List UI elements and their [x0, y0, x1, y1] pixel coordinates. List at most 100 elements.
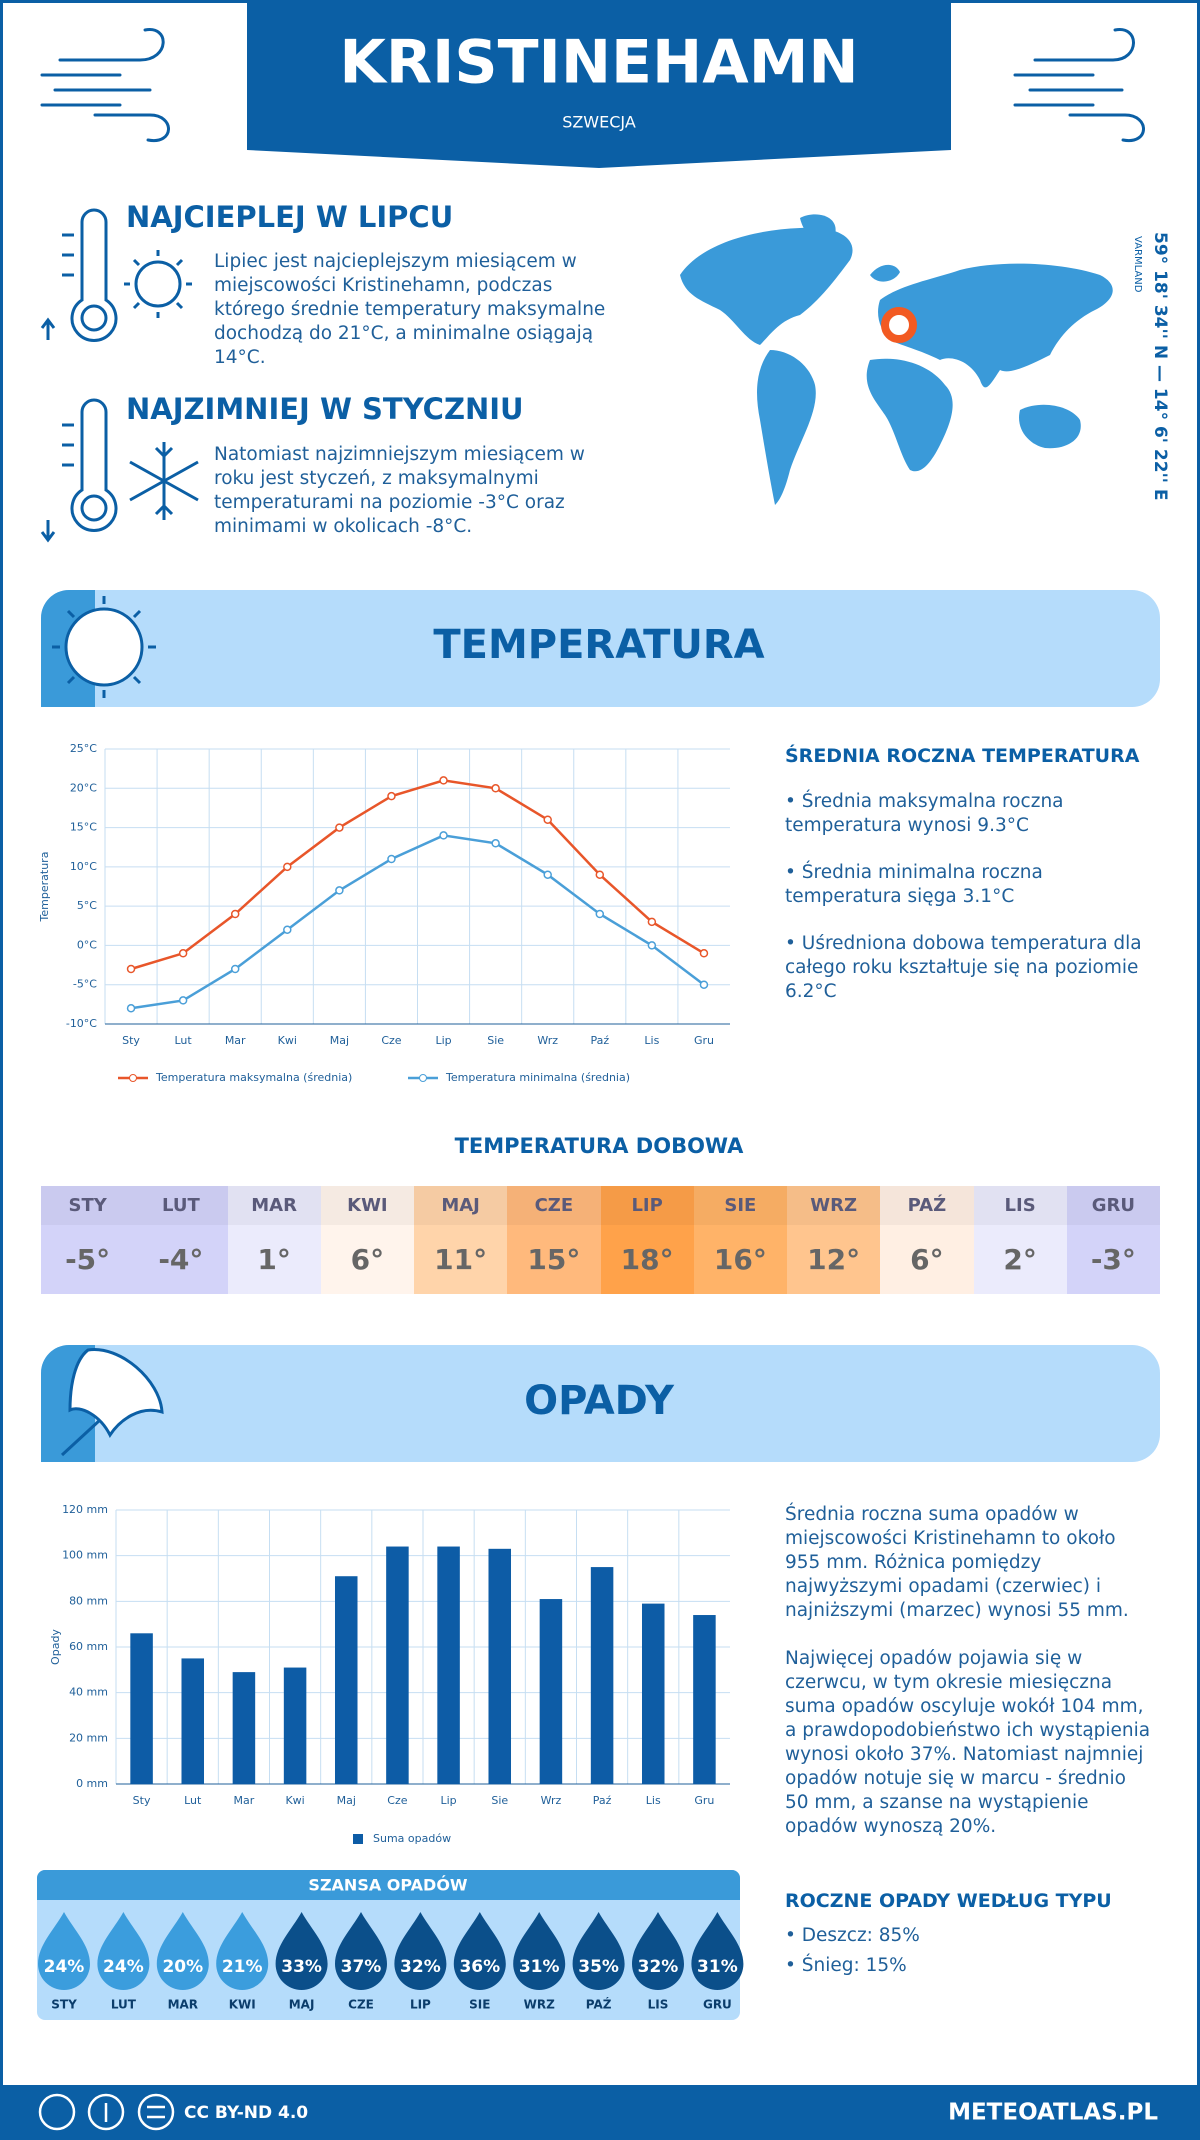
warmest-title: NAJCIEPLEJ W LIPCU — [126, 200, 454, 234]
summary-title: ŚREDNIA ROCZNA TEMPERATURA — [785, 745, 1140, 767]
bar — [437, 1546, 460, 1784]
bar — [590, 1567, 614, 1784]
chance-header — [37, 1870, 740, 1900]
site: METEOATLAS.PL — [948, 2100, 1158, 2126]
y-tick-label: 10°C — [70, 860, 97, 873]
x-tick-label: Maj — [330, 1034, 349, 1047]
line — [130, 834, 705, 1010]
daily-value: 11° — [414, 1225, 508, 1294]
rain-drop — [453, 1912, 506, 1991]
daily-value: -3° — [1066, 1225, 1160, 1294]
daily-value: 18° — [600, 1225, 694, 1294]
y-tick-label: 0 mm — [76, 1777, 108, 1790]
type-item: • Śnieg: 15% — [785, 1955, 907, 1976]
legend-label: Temperatura maksymalna (średnia) — [155, 1071, 352, 1084]
x-tick-label: Lip — [440, 1794, 456, 1807]
chance-value: 20% — [162, 1957, 203, 1977]
x-tick-label: Wrz — [541, 1794, 562, 1807]
bar — [641, 1603, 665, 1784]
x-tick-label: Lis — [646, 1794, 661, 1807]
section-title: OPADY — [524, 1378, 675, 1424]
point — [335, 823, 344, 832]
daily-header: WRZ — [787, 1186, 881, 1225]
bar — [386, 1546, 409, 1784]
x-tick-label: Lip — [435, 1034, 451, 1047]
point — [543, 870, 552, 879]
rain-drop — [691, 1912, 744, 1991]
chance-value: 32% — [400, 1957, 441, 1977]
chance-month: LIP — [410, 1998, 431, 2012]
chance-box — [37, 1870, 740, 2020]
x-tick-label: Sie — [487, 1034, 504, 1047]
rain-drop — [156, 1912, 209, 1991]
x-tick-label: Cze — [381, 1034, 401, 1047]
legend-swatch — [353, 1834, 363, 1844]
chance-month: SIE — [469, 1998, 490, 2012]
y-tick-label: 60 mm — [69, 1640, 108, 1653]
y-tick-label: 0°C — [77, 938, 97, 951]
point — [595, 909, 605, 919]
point — [647, 941, 657, 950]
footer-band — [0, 2085, 1200, 2140]
x-tick-label: Wrz — [537, 1034, 558, 1047]
daily-header: LUT — [134, 1186, 228, 1225]
point — [387, 854, 396, 864]
legend-swatch — [129, 1074, 137, 1082]
daily-value: 6° — [880, 1225, 974, 1294]
precip-text: Średnia roczna suma opadów w miejscowośc… — [785, 1504, 1129, 1621]
coldest-text: Natomiast najzimniejszym miesiącem w rok… — [214, 444, 585, 537]
wind-icon — [40, 28, 1145, 143]
chance-month: WRZ — [524, 1998, 555, 2012]
chance-month: MAR — [168, 1998, 198, 2012]
region: VARMLAND — [1132, 236, 1143, 293]
y-tick-label: 120 mm — [62, 1503, 108, 1516]
chance-month: CZE — [348, 1998, 374, 2012]
point — [178, 996, 188, 1005]
daily-header: SIE — [693, 1186, 787, 1225]
point — [283, 925, 292, 934]
point — [178, 949, 188, 958]
daily-header: CZE — [507, 1186, 601, 1225]
daily-value: 1° — [227, 1225, 321, 1294]
precip-text: Najwięcej opadów pojawia się w czerwcu, … — [785, 1648, 1151, 1837]
daily-value: -4° — [134, 1225, 228, 1294]
x-tick-label: Lis — [644, 1034, 659, 1047]
warmest-text: Lipiec jest najcieplejszym miesiącem w m… — [214, 251, 606, 368]
y-tick-label: 100 mm — [62, 1549, 108, 1562]
daily-value: 16° — [693, 1225, 787, 1294]
rain-drop — [632, 1912, 684, 1990]
chance-month: STY — [51, 1998, 77, 2012]
chance-month: PAŹ — [586, 1997, 612, 2012]
rain-drop — [216, 1912, 269, 1990]
x-tick-label: Paź — [593, 1794, 612, 1807]
y-tick-label: 40 mm — [69, 1686, 108, 1699]
y-tick-label: 80 mm — [69, 1594, 108, 1607]
point — [699, 980, 709, 989]
rain-drop — [38, 1912, 90, 1990]
point — [126, 964, 136, 974]
subtitle: SZWECJA — [562, 113, 636, 132]
y-axis-label: Opady — [49, 1629, 62, 1665]
y-tick-label: 20 mm — [69, 1731, 108, 1744]
point — [230, 964, 240, 974]
chance-value: 36% — [459, 1957, 500, 1977]
chance-month: KWI — [229, 1998, 256, 2012]
point — [335, 886, 344, 895]
x-tick-label: Mar — [225, 1034, 246, 1047]
daily-header: LIS — [973, 1186, 1067, 1225]
y-tick-label: 25°C — [70, 742, 97, 755]
point — [647, 917, 657, 927]
license: CC BY-ND 4.0 — [184, 2103, 308, 2123]
license-icons — [38, 2093, 175, 2131]
y-tick-label: -5°C — [73, 978, 97, 991]
chance-value: 37% — [341, 1957, 382, 1977]
x-tick-label: Mar — [234, 1794, 255, 1807]
y-tick-label: 15°C — [70, 821, 97, 834]
daily-header: LIP — [600, 1186, 694, 1225]
bar — [130, 1633, 153, 1784]
chance-value: 24% — [44, 1957, 85, 1977]
chance-value: 31% — [519, 1957, 560, 1977]
world-map — [680, 214, 1113, 505]
